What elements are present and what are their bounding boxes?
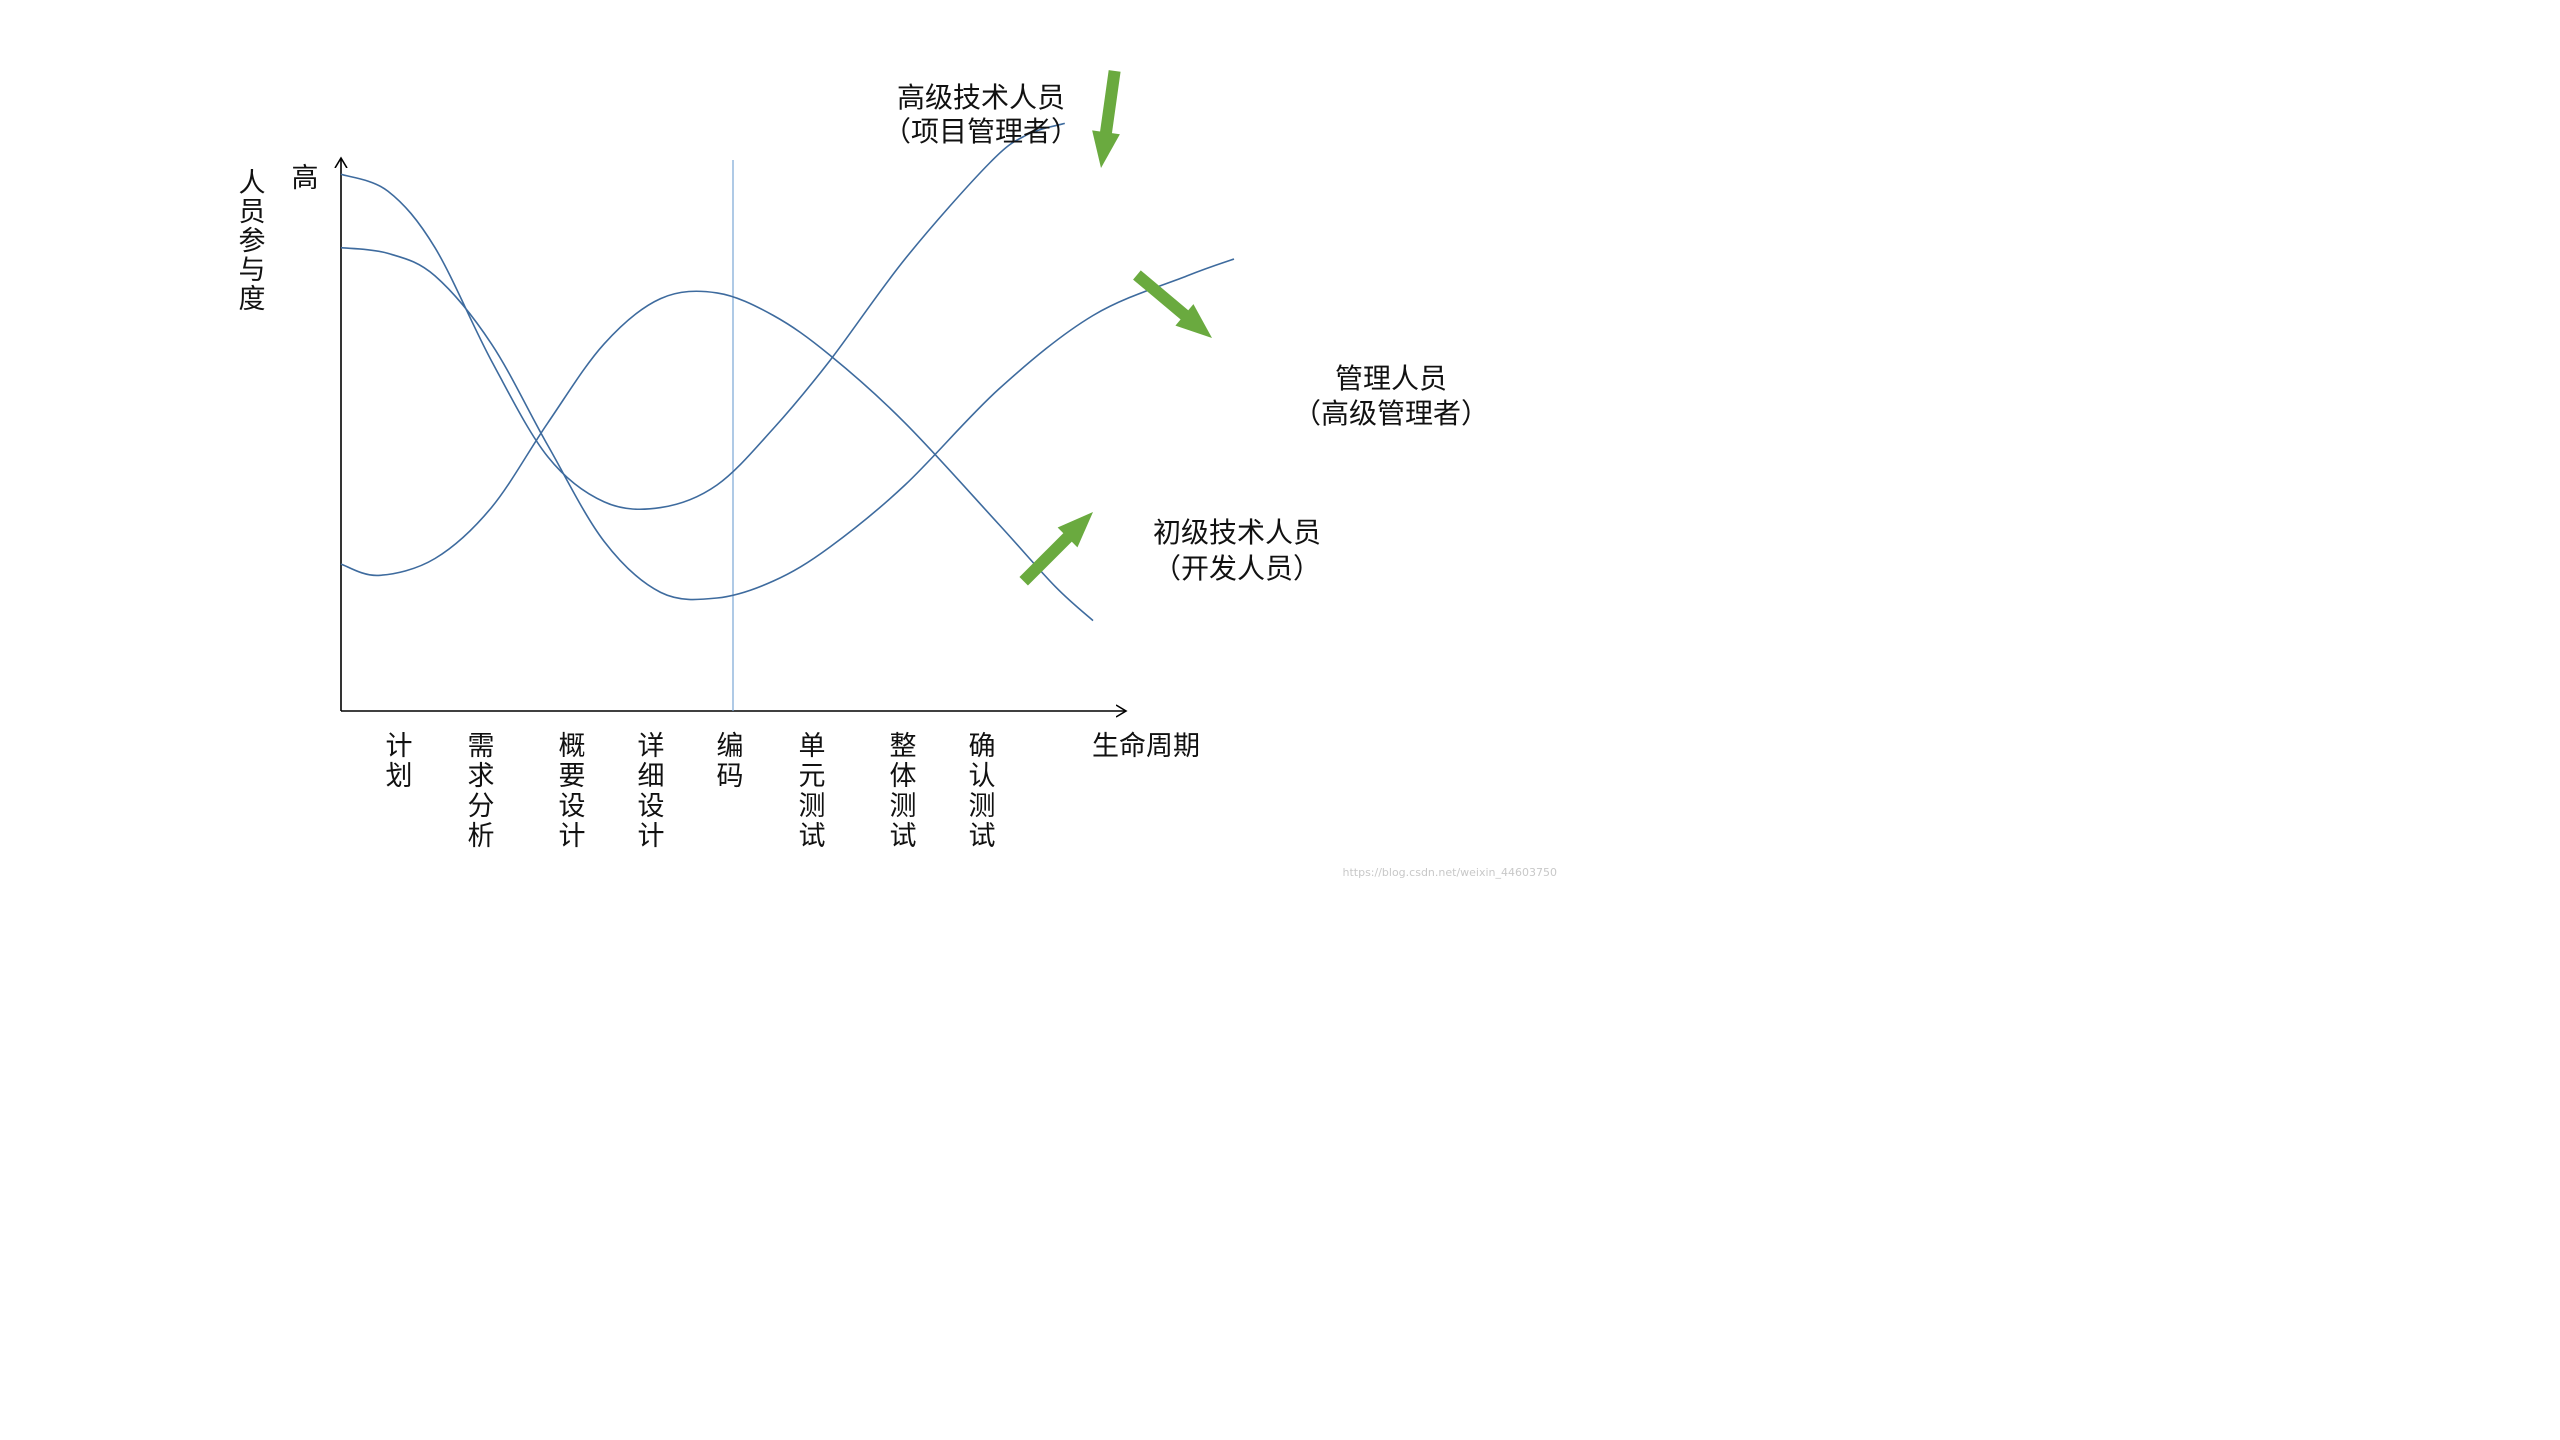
x-axis-label: 生命周期 <box>1092 731 1200 762</box>
series-annotation-junior-tech: 初级技术人员 （开发人员） <box>1153 516 1321 585</box>
series-annotation-senior-tech: 高级技术人员 （项目管理者） <box>883 81 1079 148</box>
series-label-senior-tech-line1: 高级技术人员 <box>897 81 1065 114</box>
x-tick-label: 详细设计 <box>638 731 665 852</box>
series-label-management-line1: 管理人员 <box>1335 362 1447 395</box>
series-layer <box>340 122 1235 622</box>
arrow-senior-tech-icon <box>1092 70 1121 168</box>
series-line-management <box>340 246 1235 601</box>
x-tick-label: 概要设计 <box>559 731 586 852</box>
series-label-senior-tech-line2: （项目管理者） <box>883 115 1079 148</box>
watermark: https://blog.csdn.net/weixin_44603750 <box>1342 866 1557 879</box>
arrow-junior-tech-icon <box>1019 512 1093 586</box>
arrow-management-icon <box>1133 270 1212 338</box>
series-annotation-management: 管理人员 （高级管理者） <box>1293 362 1489 430</box>
y-axis-label: 人员参与度 <box>239 168 266 315</box>
series-label-management-line2: （高级管理者） <box>1293 397 1489 430</box>
x-tick-label: 计划 <box>386 731 413 792</box>
x-tick-label: 编码 <box>717 731 744 792</box>
line-chart: 高 人员参与度 生命周期 计划 需求分析 概要设计 详细设计 编码 单元测试 整体测试 确认测… <box>239 70 1557 879</box>
x-tick-label: 确认测试 <box>969 731 996 852</box>
x-tick-labels: 计划 需求分析 概要设计 详细设计 编码 单元测试 整体测试 确认测试 <box>386 731 996 852</box>
y-axis-high-label: 高 <box>292 163 319 194</box>
series-label-junior-tech-line2: （开发人员） <box>1153 552 1321 585</box>
x-tick-label: 单元测试 <box>799 731 826 852</box>
series-label-junior-tech-line1: 初级技术人员 <box>1153 516 1321 549</box>
series-line-junior-tech <box>340 290 1094 622</box>
series-line-senior-tech <box>340 122 1066 511</box>
x-tick-label: 整体测试 <box>890 731 917 852</box>
x-tick-label: 需求分析 <box>468 731 495 852</box>
